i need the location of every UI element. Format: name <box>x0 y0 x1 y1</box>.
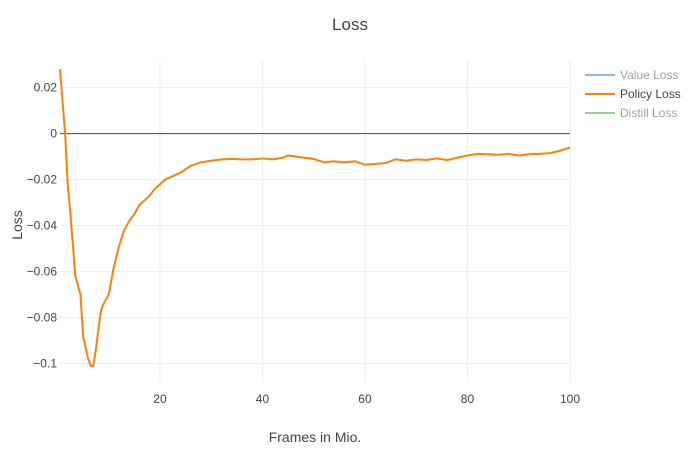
legend-item-distill-loss[interactable]: Distill Loss <box>585 106 677 120</box>
series-line-policy-loss <box>59 69 571 367</box>
grid <box>60 60 571 382</box>
x-tick-label: 60 <box>358 392 372 406</box>
y-tick-label: 0 <box>50 127 57 141</box>
y-axis-title: Loss <box>9 210 25 240</box>
x-axis-title: Frames in Mio. <box>269 429 362 445</box>
y-tick-label: −0.04 <box>27 219 58 233</box>
legend-label: Policy Loss <box>620 87 681 101</box>
y-axis-ticks: 0.02 0 −0.02 −0.04 −0.06 −0.08 −0.1 <box>27 81 58 371</box>
legend-item-value-loss[interactable]: Value Loss <box>585 68 678 82</box>
y-tick-label: −0.08 <box>27 311 58 325</box>
y-tick-label: 0.02 <box>34 81 58 95</box>
x-tick-label: 40 <box>256 392 270 406</box>
legend-item-policy-loss[interactable]: Policy Loss <box>585 87 681 101</box>
x-tick-label: 20 <box>153 392 167 406</box>
chart-title: Loss <box>332 15 368 34</box>
x-tick-label: 80 <box>461 392 475 406</box>
legend-label: Value Loss <box>620 68 678 82</box>
y-tick-label: −0.02 <box>27 173 58 187</box>
legend-label: Distill Loss <box>620 106 677 120</box>
x-tick-label: 100 <box>560 392 580 406</box>
series-layer <box>59 69 571 367</box>
y-tick-label: −0.06 <box>27 265 58 279</box>
y-tick-label: −0.1 <box>33 357 57 371</box>
x-axis-ticks: 20 40 60 80 100 <box>153 392 580 406</box>
legend: Value Loss Policy Loss Distill Loss <box>585 68 681 120</box>
